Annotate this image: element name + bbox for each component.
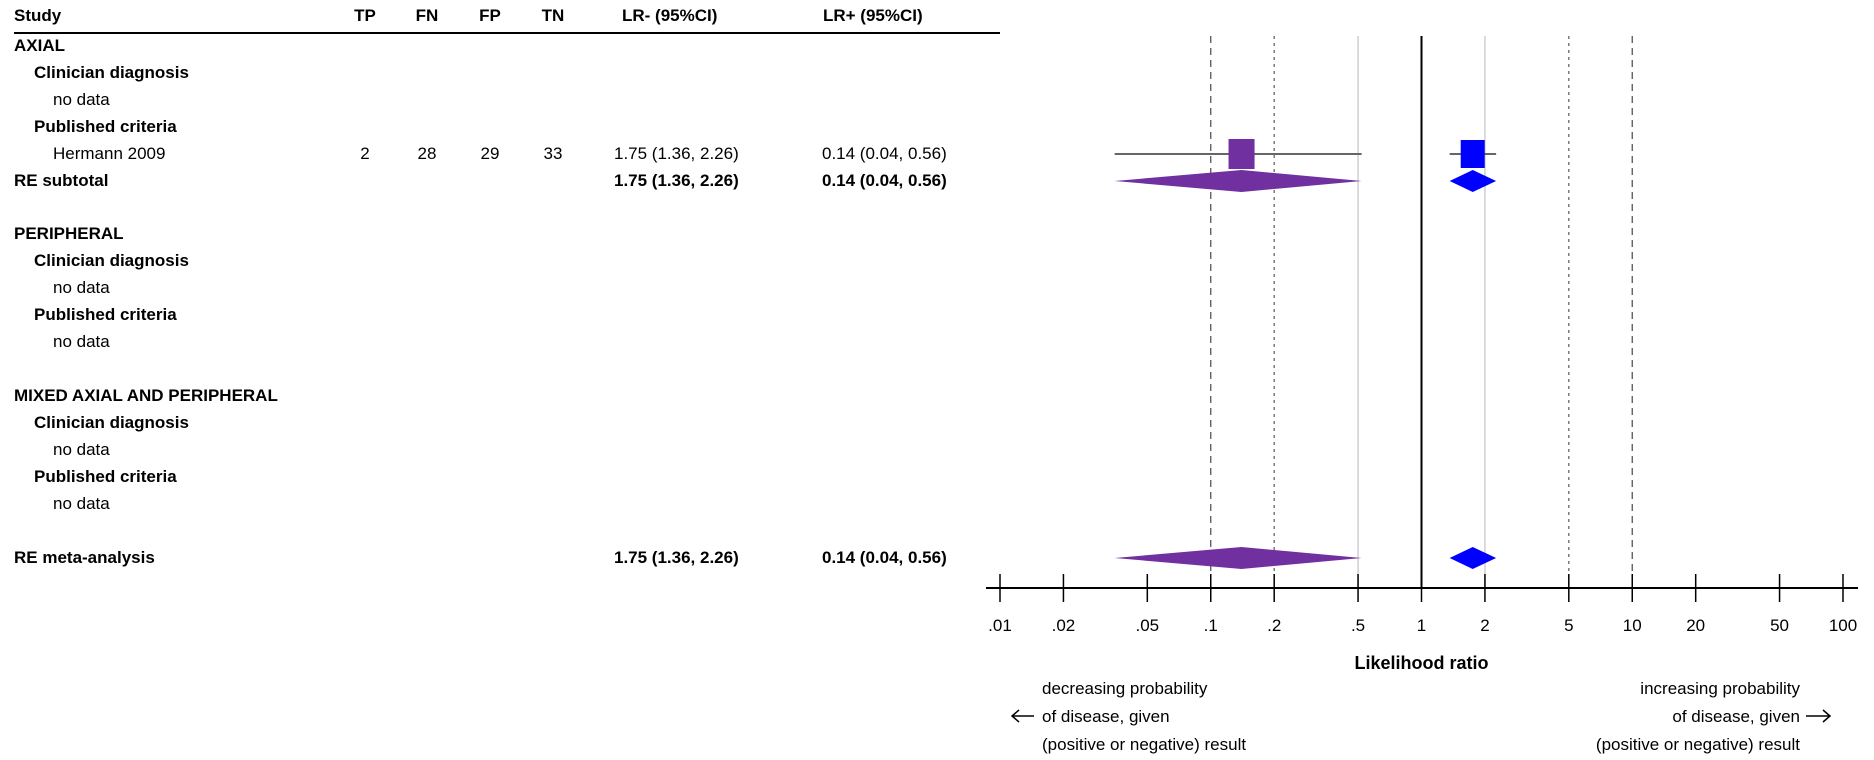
- x-tick-label: .1: [1204, 616, 1218, 635]
- x-tick-label: .2: [1267, 616, 1281, 635]
- group-mixed: MIXED AXIAL AND PERIPHERAL: [14, 386, 278, 405]
- header-tp: TP: [354, 6, 376, 25]
- header-study: Study: [14, 6, 62, 25]
- summary-diamond: [1114, 170, 1362, 192]
- overall-lr-neg: 1.75 (1.36, 2.26): [614, 548, 739, 567]
- header-fn: FN: [415, 6, 439, 25]
- study-name: Hermann 2009: [53, 144, 166, 163]
- x-tick-label: 5: [1564, 616, 1573, 635]
- group-peripheral: PERIPHERAL: [14, 224, 124, 243]
- x-tick-label: 50: [1770, 616, 1789, 635]
- x-tick-label: 1: [1417, 616, 1426, 635]
- subtotal-lr-pos: 0.14 (0.04, 0.56): [822, 171, 947, 190]
- right-annotation-line: (positive or negative) result: [1596, 735, 1800, 754]
- subgroup-clinician-diagnosis: Clinician diagnosis: [34, 251, 189, 270]
- study-tp: 2: [360, 144, 370, 163]
- left-annotation-line: of disease, given: [1042, 707, 1170, 726]
- summary-diamond: [1114, 547, 1362, 569]
- header-tn: TN: [541, 6, 565, 25]
- x-tick-label: .05: [1135, 616, 1159, 635]
- right-annotation-line: increasing probability: [1640, 679, 1800, 698]
- subtotal-lr-neg: 1.75 (1.36, 2.26): [614, 171, 739, 190]
- x-tick-label: 2: [1480, 616, 1489, 635]
- x-tick-label: 20: [1686, 616, 1705, 635]
- study-lr-neg: 1.75 (1.36, 2.26): [614, 144, 739, 163]
- subtotal-label: RE subtotal: [14, 171, 109, 190]
- subgroup-published-criteria: Published criteria: [34, 467, 177, 486]
- left-annotation-line: (positive or negative) result: [1042, 735, 1246, 754]
- study-fn: 28: [417, 144, 437, 163]
- right-arrow-head-icon: [1822, 709, 1832, 723]
- x-tick-label: 100: [1829, 616, 1857, 635]
- point-estimate-square: [1460, 140, 1485, 168]
- left-arrow-head-icon: [1010, 709, 1020, 723]
- header-fp: FP: [479, 6, 501, 25]
- point-estimate-square: [1228, 139, 1255, 169]
- overall-label: RE meta-analysis: [14, 548, 155, 567]
- subgroup-clinician-diagnosis: Clinician diagnosis: [34, 63, 189, 82]
- x-axis-label: Likelihood ratio: [1354, 653, 1488, 673]
- header-lr-pos: LR+ (95%CI): [823, 6, 923, 25]
- left-annotation-line: decreasing probability: [1042, 679, 1208, 698]
- no-data-label: no data: [53, 332, 110, 351]
- no-data-label: no data: [53, 278, 110, 297]
- x-tick-label: 10: [1623, 616, 1642, 635]
- study-tn: 33: [543, 144, 563, 163]
- x-tick-label: .02: [1052, 616, 1076, 635]
- study-lr-pos: 0.14 (0.04, 0.56): [822, 144, 947, 163]
- x-tick-label: .01: [988, 616, 1012, 635]
- no-data-label: no data: [53, 90, 110, 109]
- right-annotation-line: of disease, given: [1672, 707, 1800, 726]
- no-data-label: no data: [53, 440, 110, 459]
- overall-lr-pos: 0.14 (0.04, 0.56): [822, 548, 947, 567]
- x-tick-label: .5: [1351, 616, 1365, 635]
- subgroup-published-criteria: Published criteria: [34, 117, 177, 136]
- subgroup-clinician-diagnosis: Clinician diagnosis: [34, 413, 189, 432]
- summary-diamond: [1449, 170, 1497, 192]
- header-lr-neg: LR- (95%CI): [622, 6, 718, 25]
- header-rule: [14, 32, 1000, 34]
- study-fp: 29: [480, 144, 500, 163]
- summary-diamond: [1449, 547, 1497, 569]
- group-axial: AXIAL: [14, 36, 65, 55]
- subgroup-published-criteria: Published criteria: [34, 305, 177, 324]
- no-data-label: no data: [53, 494, 110, 513]
